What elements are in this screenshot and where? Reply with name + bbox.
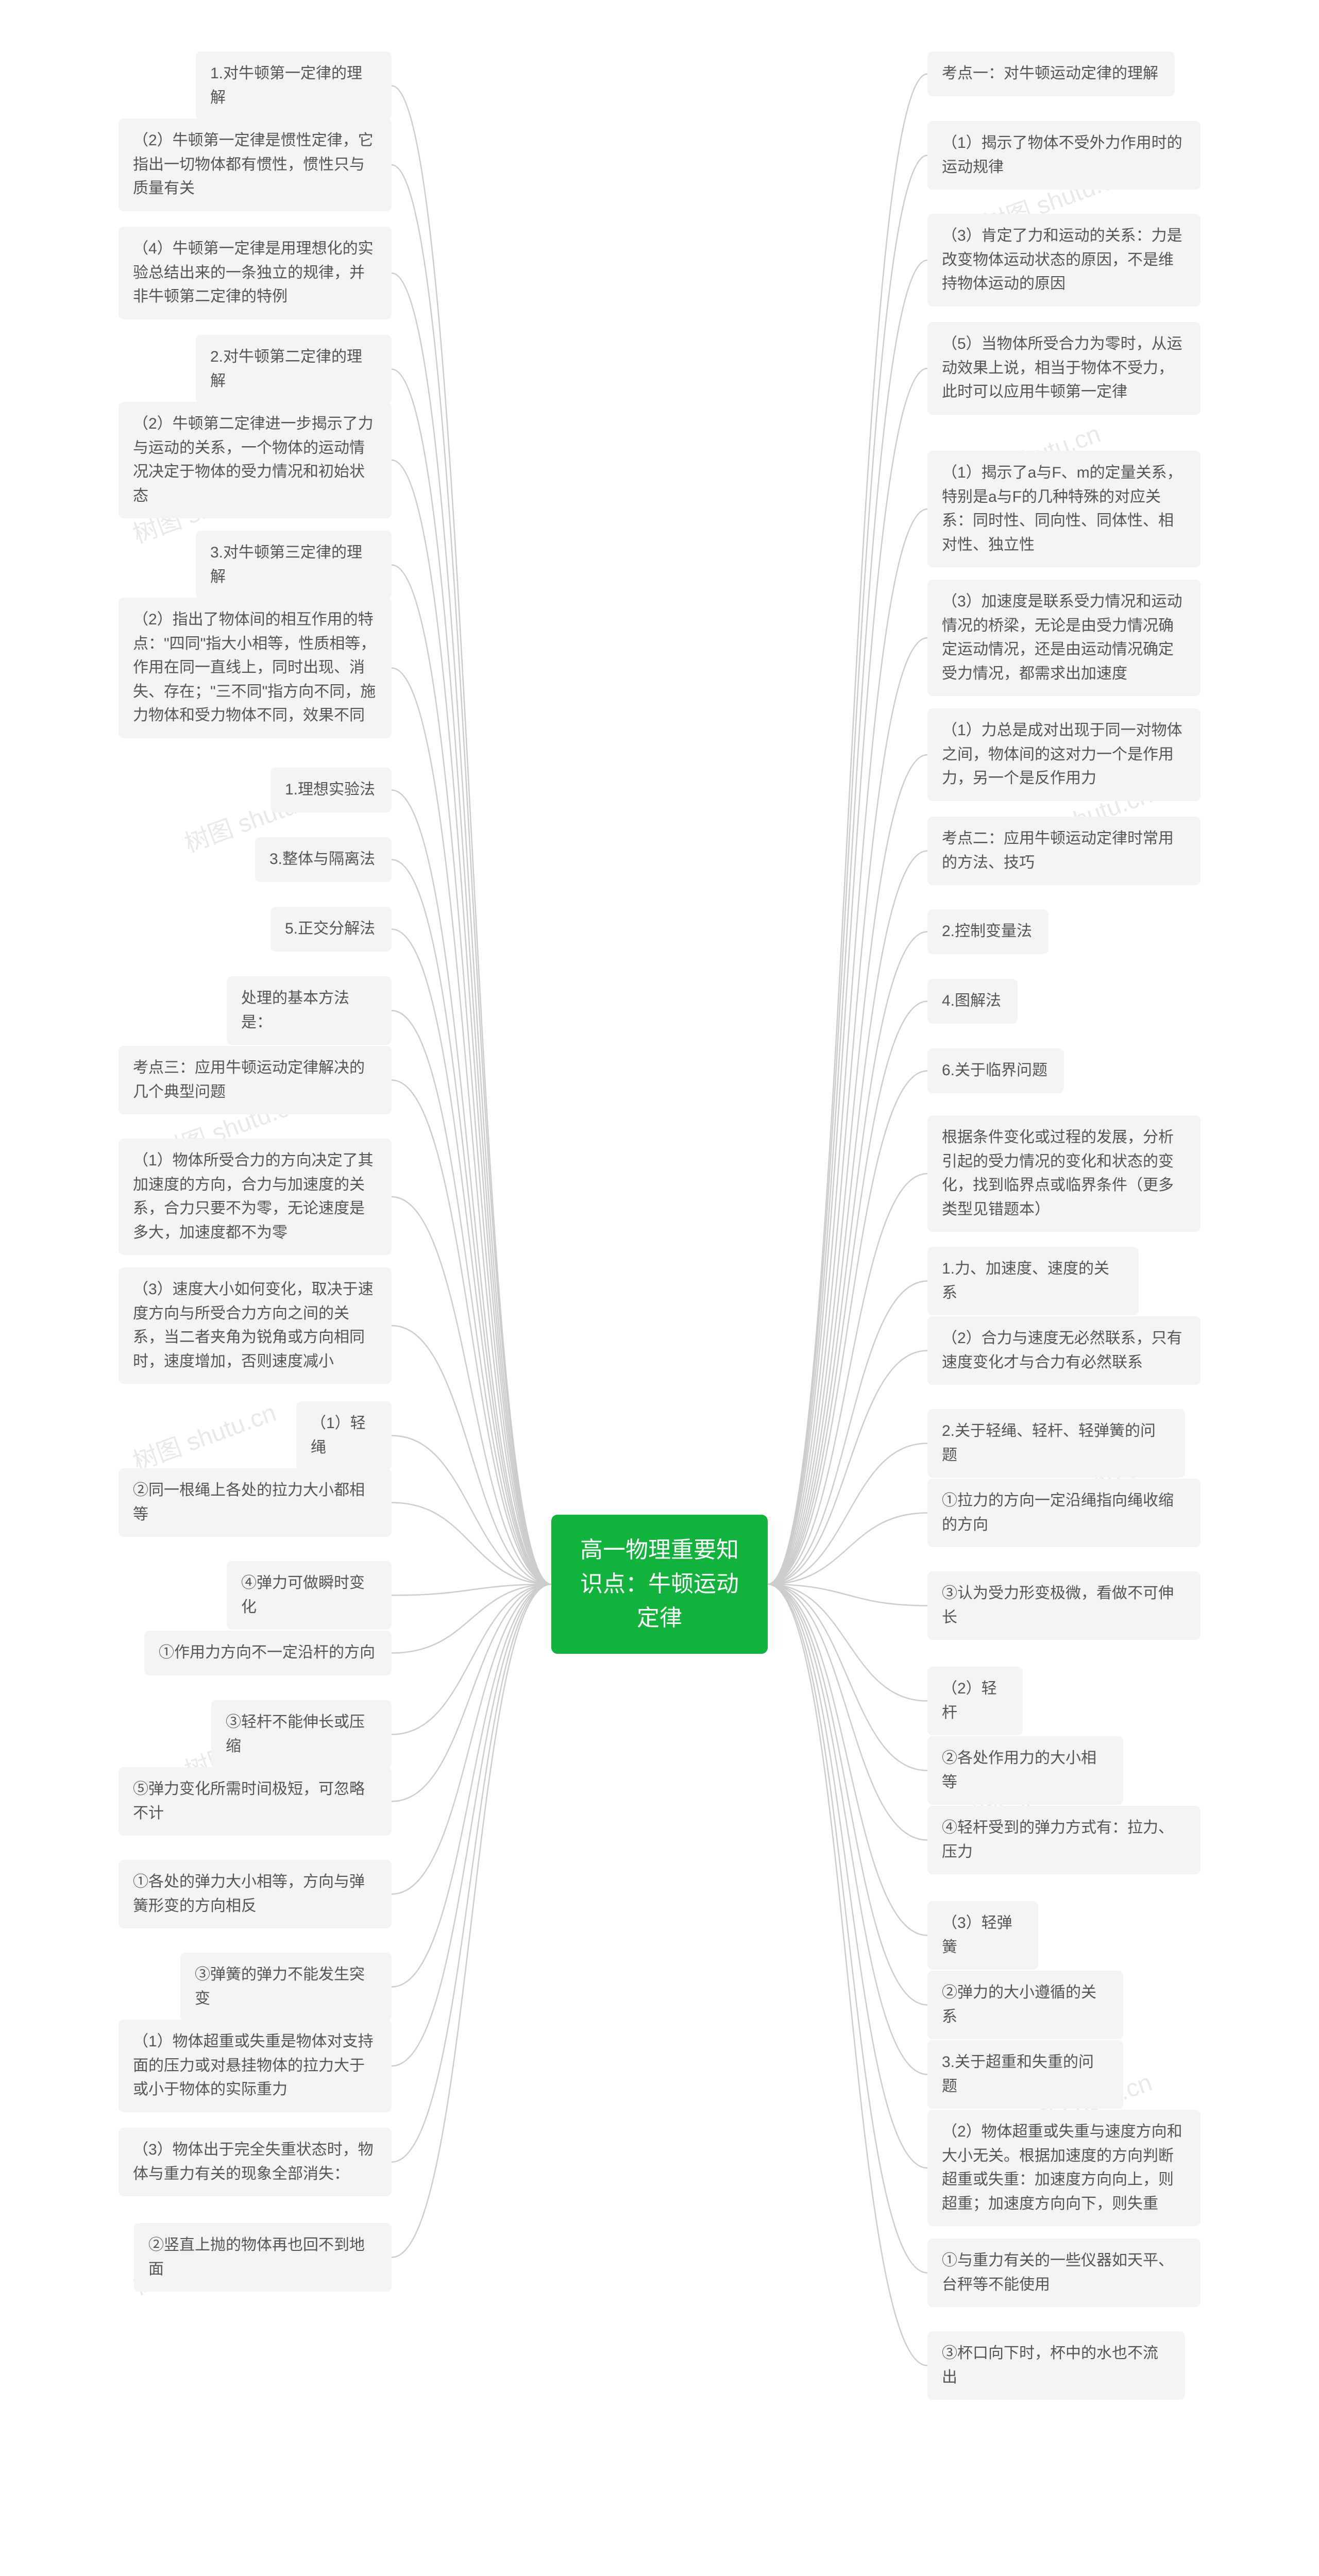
right-leaf-14: 2.关于轻绳、轻杆、轻弹簧的问题 [927,1409,1185,1478]
left-leaf-5: 3.对牛顿第三定律的理解 [196,531,392,599]
left-leaf-3: 2.对牛顿第二定律的理解 [196,335,392,403]
left-leaf-7: 1.理想实验法 [270,768,392,812]
left-leaf-0: 1.对牛顿第一定律的理解 [196,52,392,120]
right-leaf-9: 4.图解法 [927,979,1018,1024]
right-leaf-21: ②弹力的大小遵循的关系 [927,1971,1123,2039]
right-leaf-8: 2.控制变量法 [927,909,1049,954]
center-node: 高一物理重要知识点：牛顿运动定律 [551,1515,768,1654]
left-leaf-24: ②竖直上抛的物体再也回不到地面 [134,2223,392,2292]
left-leaf-1: （2）牛顿第一定律是惯性定律，它指出一切物体都有惯性，惯性只与质量有关 [119,118,392,211]
left-leaf-16: ④弹力可做瞬时变化 [227,1561,392,1630]
left-leaf-12: （1）物体所受合力的方向决定了其加速度的方向，合力与加速度的关系，合力只要不为零… [119,1139,392,1255]
right-leaf-1: （1）揭示了物体不受外力作用时的运动规律 [927,121,1200,190]
left-leaf-13: （3）速度大小如何变化，取决于速度方向与所受合力方向之间的关系，当二者夹角为锐角… [119,1267,392,1384]
right-leaf-11: 根据条件变化或过程的发展，分析引起的受力情况的变化和状态的变化，找到临界点或临界… [927,1115,1200,1232]
right-leaf-6: （1）力总是成对出现于同一对物体之间，物体间的这对力一个是作用力，另一个是反作用… [927,708,1200,801]
left-leaf-10: 处理的基本方法是： [227,976,392,1045]
right-leaf-0: 考点一：对牛顿运动定律的理解 [927,52,1175,96]
left-leaf-4: （2）牛顿第二定律进一步揭示了力与运动的关系，一个物体的运动情况决定于物体的受力… [119,402,392,518]
left-leaf-11: 考点三：应用牛顿运动定律解决的几个典型问题 [119,1046,392,1114]
right-leaf-7: 考点二：应用牛顿运动定律时常用的方法、技巧 [927,817,1200,885]
right-leaf-15: ①拉力的方向一定沿绳指向绳收缩的方向 [927,1479,1200,1547]
right-leaf-4: （1）揭示了a与F、m的定量关系，特别是a与F的几种特殊的对应关系：同时性、同向… [927,451,1200,567]
left-leaf-19: ⑤弹力变化所需时间极短，可忽略不计 [119,1767,392,1836]
left-leaf-9: 5.正交分解法 [270,907,392,952]
right-leaf-24: ①与重力有关的一些仪器如天平、台秤等不能使用 [927,2239,1200,2307]
right-leaf-19: ④轻杆受到的弹力方式有：拉力、压力 [927,1806,1200,1874]
right-leaf-22: 3.关于超重和失重的问题 [927,2040,1123,2109]
left-leaf-18: ③轻杆不能伸长或压缩 [211,1700,392,1769]
left-leaf-23: （3）物体出于完全失重状态时，物体与重力有关的现象全部消失： [119,2128,392,2196]
left-leaf-8: 3.整体与隔离法 [255,837,392,882]
left-leaf-17: ①作用力方向不一定沿杆的方向 [144,1631,392,1675]
right-leaf-5: （3）加速度是联系受力情况和运动情况的桥梁，无论是由受力情况确定运动情况，还是由… [927,580,1200,696]
watermark-8: 树图 shutu.cn [127,1392,280,1477]
right-leaf-2: （3）肯定了力和运动的关系：力是改变物体运动状态的原因，不是维持物体运动的原因 [927,214,1200,307]
left-leaf-6: （2）指出了物体间的相互作用的特点："四同"指大小相等，性质相等，作用在同一直线… [119,598,392,738]
left-leaf-20: ①各处的弹力大小相等，方向与弹簧形变的方向相反 [119,1860,392,1928]
left-leaf-21: ③弹簧的弹力不能发生突变 [180,1953,392,2021]
right-leaf-13: （2）合力与速度无必然联系，只有速度变化才与合力有必然联系 [927,1316,1200,1385]
right-leaf-12: 1.力、加速度、速度的关系 [927,1247,1139,1315]
right-leaf-25: ③杯口向下时，杯中的水也不流出 [927,2331,1185,2400]
right-leaf-16: ③认为受力形变极微，看做不可伸长 [927,1571,1200,1640]
right-leaf-23: （2）物体超重或失重与速度方向和大小无关。根据加速度的方向判断超重或失重：加速度… [927,2110,1200,2226]
right-leaf-17: （2）轻杆 [927,1667,1023,1735]
right-leaf-3: （5）当物体所受合力为零时，从运动效果上说，相当于物体不受力，此时可以应用牛顿第… [927,322,1200,415]
left-leaf-14: （1）轻绳 [296,1401,392,1470]
right-leaf-18: ②各处作用力的大小相等 [927,1736,1123,1805]
left-leaf-22: （1）物体超重或失重是物体对支持面的压力或对悬挂物体的拉力大于或小于物体的实际重… [119,2020,392,2112]
left-leaf-2: （4）牛顿第一定律是用理想化的实验总结出来的一条独立的规律，并非牛顿第二定律的特… [119,227,392,319]
left-leaf-15: ②同一根绳上各处的拉力大小都相等 [119,1468,392,1537]
right-leaf-20: （3）轻弹簧 [927,1901,1038,1970]
right-leaf-10: 6.关于临界问题 [927,1048,1064,1093]
